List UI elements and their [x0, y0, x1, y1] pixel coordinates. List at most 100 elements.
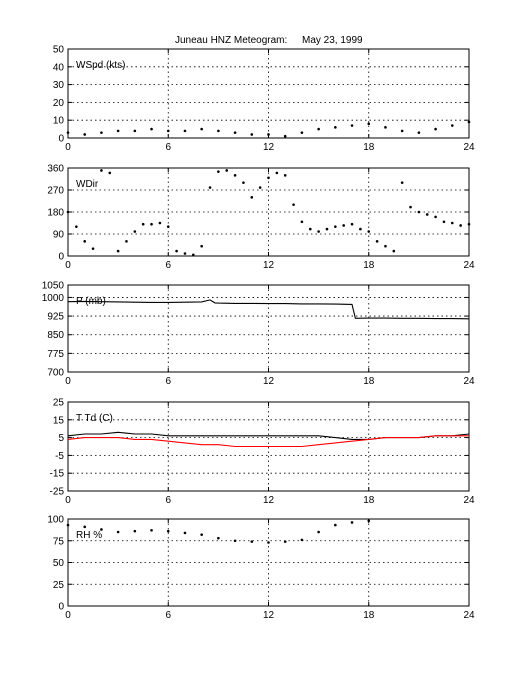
x-tick-label: 18	[363, 376, 375, 387]
data-point	[283, 134, 287, 138]
y-tick-label: 180	[47, 208, 64, 219]
data-point	[100, 131, 103, 134]
data-point	[350, 222, 354, 226]
data-point	[183, 531, 187, 535]
figure-title-station: Juneau HNZ Meteogram:	[175, 35, 287, 46]
data-point	[166, 225, 170, 228]
x-tick-label: 0	[65, 610, 71, 621]
x-tick-label: 12	[263, 495, 275, 506]
x-tick-label: 12	[263, 142, 275, 153]
x-tick-label: 18	[363, 260, 375, 271]
chart-panel: 0 6 12 18 24 -25 -15 -5 5 15 25 T Td (C)	[50, 398, 475, 507]
data-point	[200, 127, 203, 131]
data-point	[450, 221, 454, 225]
series-group	[67, 299, 470, 320]
data-point	[417, 210, 421, 214]
y-tick-label: 25	[53, 580, 65, 591]
chart-panel: 0 6 12 18 24 0 10 20 30 40 50 WSpd (kts)	[53, 45, 475, 154]
data-point	[116, 249, 120, 253]
panel-label: P (mb)	[76, 296, 106, 307]
plot-area	[67, 284, 470, 373]
data-point	[384, 244, 387, 248]
data-point	[258, 186, 262, 189]
y-tick-label: 0	[58, 602, 64, 613]
data-point	[83, 133, 87, 136]
x-tick-label: 6	[165, 260, 171, 271]
data-point	[367, 230, 371, 233]
data-point	[250, 540, 254, 543]
data-point	[183, 129, 187, 133]
y-tick-label: 30	[53, 80, 65, 91]
data-point	[217, 170, 220, 173]
data-point	[166, 129, 170, 133]
data-point	[467, 120, 471, 124]
y-tick-label: -5	[55, 451, 64, 462]
series-group	[66, 169, 471, 257]
y-tick-label: 10	[53, 116, 65, 127]
x-tick-label: 24	[463, 495, 475, 506]
y-tick-label: 75	[53, 536, 65, 547]
data-point	[425, 213, 429, 216]
data-point	[300, 538, 304, 542]
x-tick-label: 24	[463, 610, 475, 621]
y-tick-label: 50	[53, 45, 65, 56]
data-point	[150, 529, 153, 532]
data-point	[300, 131, 304, 134]
data-point	[317, 127, 320, 131]
y-tick-label: 90	[53, 230, 65, 241]
data-point	[300, 220, 304, 224]
data-point	[133, 230, 137, 233]
data-point	[116, 129, 120, 133]
data-point	[166, 529, 170, 533]
x-tick-label: 24	[463, 260, 475, 271]
data-point	[233, 174, 237, 177]
y-tick-label: 50	[53, 558, 65, 569]
data-point	[116, 530, 120, 534]
data-point	[350, 521, 354, 524]
data-point	[250, 196, 254, 199]
data-point	[100, 528, 103, 531]
data-point	[442, 220, 446, 224]
data-point	[450, 124, 454, 127]
x-tick-label: 0	[65, 495, 71, 506]
data-point	[233, 539, 237, 543]
data-point	[225, 169, 229, 172]
data-point	[75, 225, 78, 228]
data-point	[192, 253, 195, 257]
x-tick-label: 0	[65, 376, 71, 387]
plot-area	[67, 518, 470, 607]
y-tick-label: 100	[47, 515, 64, 526]
panel-label: WSpd (kts)	[76, 60, 125, 71]
x-tick-label: 6	[165, 495, 171, 506]
panel-label: WDir	[76, 179, 99, 190]
x-tick-label: 24	[463, 376, 475, 387]
y-tick-label: 925	[47, 312, 64, 323]
y-tick-label: -25	[50, 487, 65, 498]
y-tick-label: 40	[53, 62, 65, 73]
x-tick-label: 6	[165, 376, 171, 387]
data-point	[384, 126, 387, 129]
plot-area	[67, 167, 470, 257]
data-point	[267, 176, 270, 180]
data-point	[308, 227, 312, 231]
panel-label: RH %	[76, 530, 102, 541]
data-point	[317, 530, 320, 534]
data-point	[325, 227, 329, 231]
data-point	[275, 171, 279, 175]
y-tick-label: 700	[47, 368, 64, 379]
data-point	[417, 131, 421, 134]
data-point	[400, 129, 404, 133]
data-point	[434, 215, 437, 219]
y-tick-label: 1050	[42, 281, 65, 292]
panel-label: T Td (C)	[76, 413, 113, 424]
data-point	[359, 227, 362, 231]
series-group	[67, 435, 469, 448]
series-line	[67, 435, 469, 448]
data-point	[208, 186, 212, 189]
data-point	[292, 203, 295, 206]
x-tick-label: 12	[263, 610, 275, 621]
x-tick-label: 0	[65, 260, 71, 271]
x-tick-label: 0	[65, 142, 71, 153]
x-tick-label: 6	[165, 610, 171, 621]
